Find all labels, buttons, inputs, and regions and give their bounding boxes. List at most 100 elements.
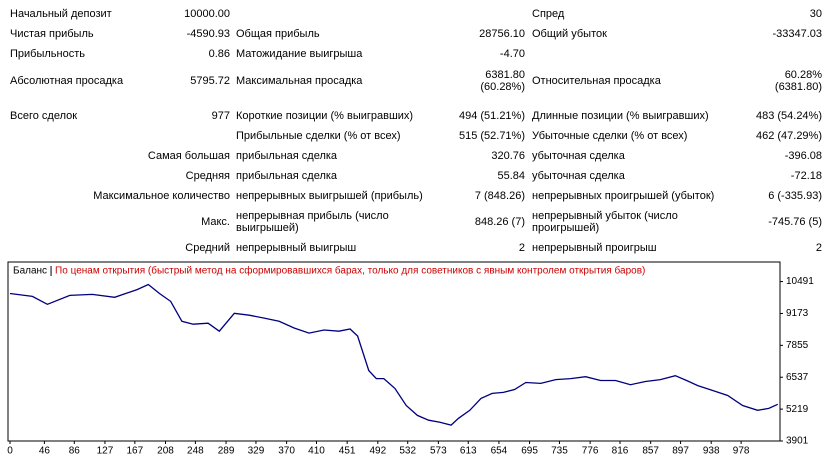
stat-label: непрерывная прибыль (число выигрышей) [236,210,389,234]
stat-value: 0.86 [208,48,230,60]
stat-value: -4.70 [499,48,525,60]
x-tick-label: 978 [733,446,750,457]
x-tick-label: 695 [521,446,538,457]
x-tick-label: 938 [703,446,720,457]
x-tick-label: 86 [69,446,81,457]
report-cell: Относительная просадка 60.28% (6381.80) [532,64,822,97]
report-cell: непрерывный выигрыш 2 [236,238,525,258]
report-cell: Прибыльные сделки (% от всех) 515 (52.71%… [236,126,525,146]
stat-value: -4590.93 [186,28,230,40]
stat-value: -33347.03 [772,28,822,40]
report-cell: Короткие позиции (% выигравших) 494 (51.2… [236,106,525,126]
stat-label: убыточная сделка [532,170,625,182]
report-cell: Убыточные сделки (% от всех) 462 (47.29%) [532,126,822,146]
x-tick-label: 776 [582,446,599,457]
stat-value: -72.18 [790,170,822,182]
stat-value: 462 (47.29%) [755,130,822,142]
report-cell: непрерывный убыток (число проигрышей) -74… [532,206,822,238]
report-cell: Матожидание выигрыша -4.70 [236,44,525,64]
stat-label: непрерывный выигрыш [236,242,357,254]
balance-line [9,283,779,426]
x-tick-label: 857 [642,446,659,457]
stat-value: 7 (848.26) [474,190,525,202]
report-cell: Всего сделок 977 [10,106,230,126]
x-tick-label: 410 [308,446,325,457]
x-tick-label: 897 [672,446,689,457]
report-cell: прибыльная сделка 320.76 [236,146,525,166]
stat-label: Общий убыток [532,28,607,40]
x-tick-label: 370 [278,446,295,457]
report-cell: убыточная сделка -72.18 [532,166,822,186]
report-cell: Прибыльность 0.86 [10,44,230,64]
stat-label: непрерывных проигрышей (убыток) [532,190,715,202]
stat-value: 60.28% (6381.80) [774,68,822,93]
stat-value: 494 (51.21%) [458,110,525,122]
stat-label: Относительная просадка [532,74,661,87]
stat-value: 848.26 (7) [474,216,525,228]
stat-label: Начальный депозит [10,8,112,20]
stat-label: Самая большая [147,150,230,162]
stat-label: Матожидание выигрыша [236,48,363,60]
report-cell: Максимальное количество [10,186,230,206]
report-cell: Общий убыток -33347.03 [532,24,822,44]
report-cell: Средняя [10,166,230,186]
stat-label: Макс. [201,216,230,228]
x-tick-label: 654 [491,446,508,457]
stat-label: Всего сделок [10,110,78,122]
stat-value: 55.84 [497,170,525,182]
report-cell: непрерывный проигрыш 2 [532,238,822,258]
stat-label: Прибыльность [10,48,85,60]
x-tick-label: 127 [97,446,114,457]
report-cell: Самая большая [10,146,230,166]
report-cell: непрерывная прибыль (число выигрышей) 848… [236,206,525,238]
x-tick-label: 613 [460,446,477,457]
report-cell: убыточная сделка -396.08 [532,146,822,166]
x-tick-label: 289 [218,446,235,457]
stat-label: прибыльная сделка [236,170,338,182]
stat-label: непрерывный убыток (число проигрышей) [532,210,678,234]
x-tick-label: 248 [187,446,204,457]
y-tick-label: 3901 [786,436,809,447]
report-cell: непрерывных проигрышей (убыток) 6 (-335.9… [532,186,822,206]
x-tick-label: 0 [7,446,13,457]
stat-value: 977 [211,110,230,122]
stat-value: 320.76 [491,150,525,162]
x-tick-label: 816 [612,446,629,457]
stat-value: 515 (52.71%) [458,130,525,142]
stat-label: Убыточные сделки (% от всех) [532,130,688,142]
stat-value: 6381.80 (60.28%) [480,68,525,93]
report-cell: Начальный депозит 10000.00 [10,4,230,24]
y-tick-label: 6537 [786,372,809,383]
y-tick-label: 7855 [786,340,809,351]
stat-label: Короткие позиции (% выигравших) [236,110,414,122]
stat-label: Средняя [185,170,230,182]
stat-label: непрерывный проигрыш [532,242,657,254]
stat-label: Чистая прибыль [10,28,94,40]
x-tick-label: 492 [369,446,386,457]
plot-frame [7,261,781,442]
x-tick-label: 208 [157,446,174,457]
legend-entry: Баланс [13,266,47,277]
stat-value: 28756.10 [479,28,525,40]
y-tick-label: 9173 [786,308,809,319]
stat-value: 30 [809,8,822,20]
report-cell: прибыльная сделка 55.84 [236,166,525,186]
stat-value: -396.08 [784,150,822,162]
stat-label: Абсолютная просадка [10,74,124,87]
y-tick-label: 5219 [786,404,809,415]
report-cell: Средний [10,238,230,258]
stat-label: убыточная сделка [532,150,625,162]
report-cell: Длинные позиции (% выигравших) 483 (54.24… [532,106,822,126]
x-tick-label: 451 [339,446,356,457]
stat-label: непрерывных выигрышей (прибыль) [236,190,423,202]
stat-label: Максимальное количество [93,190,230,202]
stat-value: 483 (54.24%) [755,110,822,122]
report-cell: Чистая прибыль -4590.93 [10,24,230,44]
stat-label: прибыльная сделка [236,150,338,162]
stat-value: 10000.00 [184,8,230,20]
stat-label: Спред [532,8,565,20]
report-cell: Абсолютная просадка 5795.72 [10,64,230,97]
y-tick-label: 10491 [786,276,814,287]
stat-label: Максимальная просадка [236,74,363,87]
